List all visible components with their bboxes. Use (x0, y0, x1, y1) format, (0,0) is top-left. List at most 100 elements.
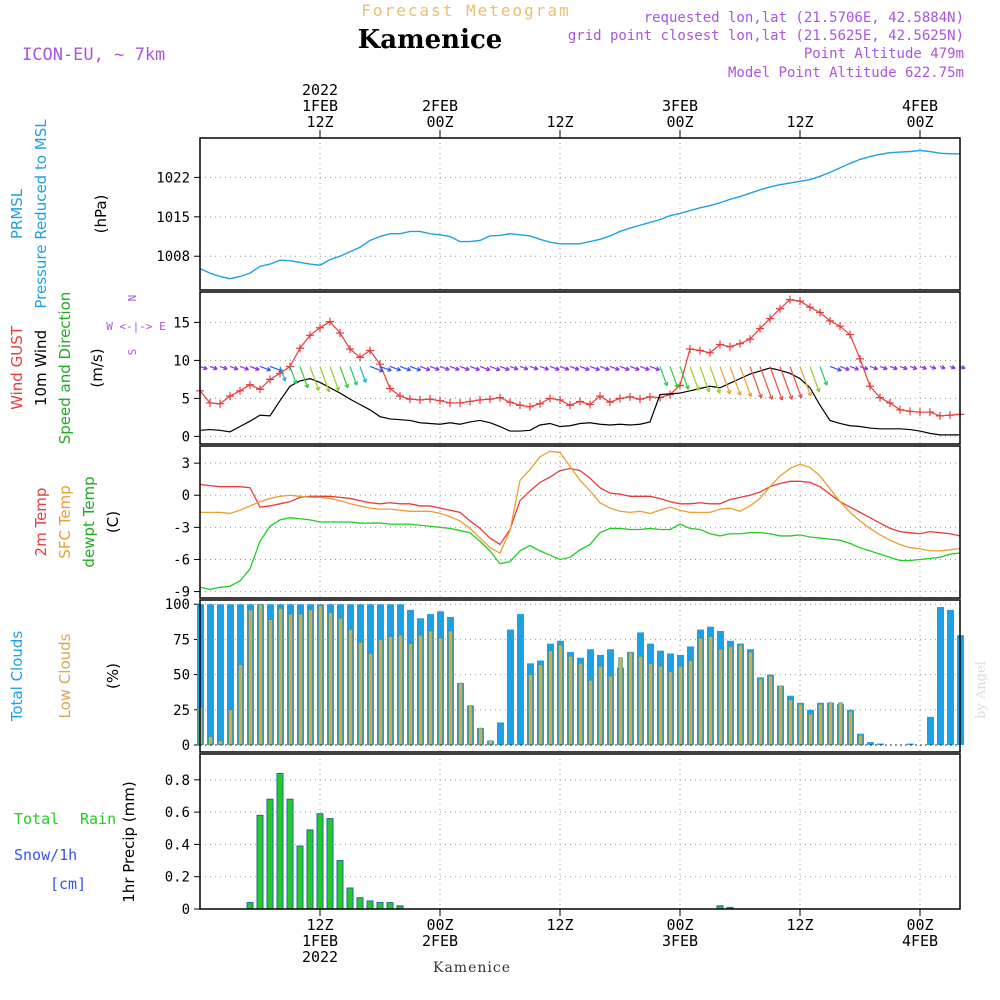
low-cloud-bar (288, 613, 293, 746)
gust-point (946, 411, 954, 420)
wind-arrow (519, 365, 529, 370)
wind-arrow-head (523, 365, 529, 371)
time-axis-bottom-label: 00Z (906, 916, 933, 934)
rain-bar (316, 813, 324, 910)
total-cloud-bar (227, 604, 234, 745)
time-axis-top-label: 00Z (666, 113, 693, 131)
rain-bar (306, 829, 314, 910)
wind-arrow (829, 365, 842, 372)
total-cloud-bar (517, 614, 524, 745)
gust-point (586, 400, 594, 409)
gust-point (906, 407, 914, 416)
total-cloud-bar (867, 742, 874, 745)
wind-arrow-head (495, 366, 501, 372)
gust-point (366, 346, 374, 355)
gust-point (626, 392, 634, 401)
total-cloud-bar (907, 743, 914, 745)
t2m-line (199, 467, 961, 546)
wind-arrow (819, 366, 828, 386)
total-cloud-bar (877, 743, 884, 745)
label-snow: Snow/1h (14, 846, 77, 864)
time-axis-bottom-label: 3FEB (662, 932, 698, 950)
low-cloud-bar (278, 608, 283, 746)
time-axis-top-label: 12Z (306, 113, 333, 131)
gust-point (516, 401, 524, 410)
low-cloud-bar (568, 655, 573, 746)
low-cloud-bar (208, 736, 213, 746)
time-axis-top-label: 2FEB (422, 97, 458, 115)
wind-arrow (479, 365, 491, 371)
wind-arrow (869, 365, 878, 370)
gust-point (756, 324, 764, 333)
wind-arrow-head (379, 367, 384, 373)
label-gust: Wind GUST (8, 325, 26, 410)
gust-point (246, 380, 254, 389)
low-cloud-bar (798, 703, 803, 746)
gust-point (476, 395, 484, 404)
gust-point (636, 395, 644, 404)
wind-arrow (229, 365, 239, 370)
wind-arrow-head (951, 364, 956, 370)
low-cloud-bar (348, 629, 353, 746)
wind-arrow (799, 366, 812, 397)
wind-arrow (199, 365, 208, 370)
wind-arrow (599, 365, 610, 371)
gust-point (496, 393, 504, 402)
gust-point (936, 411, 944, 420)
wind-arrow-head (961, 364, 966, 370)
wind-arrow (449, 365, 460, 371)
wind-arrow-head (266, 366, 271, 372)
total-cloud-bar (937, 607, 944, 745)
y-tick-label: 0 (182, 488, 190, 504)
y-tick-label: 50 (173, 668, 190, 684)
wind-arrow (749, 366, 763, 399)
wind-arrow-head (281, 377, 287, 382)
gust-point (336, 329, 344, 338)
low-cloud-bar (588, 679, 593, 746)
gust-point (226, 392, 234, 401)
wind-arrow (779, 366, 793, 400)
wind-arrow-head (737, 391, 742, 396)
low-cloud-bar (808, 713, 813, 746)
total-cloud-bar (207, 604, 214, 745)
wind-arrow (889, 365, 898, 370)
wind-arrow-head (758, 393, 763, 399)
gust-point (216, 399, 224, 408)
wind-arrow-head (505, 366, 510, 372)
wind-arrow-head (533, 365, 539, 371)
wind-arrow-head (807, 391, 812, 397)
y-tick-label: 100 (165, 597, 190, 613)
wind-arrow-head (203, 365, 208, 371)
wind-arrow (299, 366, 309, 389)
wind-arrow (459, 365, 470, 371)
wind-arrow-head (837, 367, 842, 372)
wind-arrow-head (768, 395, 774, 400)
rain-bar (376, 902, 384, 910)
label-total-clouds: Total Clouds (8, 631, 26, 723)
gust-point (786, 295, 794, 304)
wind-arrow-head (625, 366, 630, 372)
wind-arrow (639, 365, 650, 371)
wind-arrow-head (605, 366, 610, 372)
gust-point (916, 408, 924, 417)
gust-point (766, 314, 774, 323)
label-prmsl: PRMSL (8, 188, 26, 239)
wind-arrow-head (912, 365, 918, 371)
compass-s: S (126, 349, 139, 356)
model-altitude: Model Point Altitude 622.75m (728, 65, 964, 81)
y-tick-label: 0 (182, 738, 190, 754)
gust-point (536, 399, 544, 408)
wind-arrow-head (863, 365, 869, 371)
wind-arrow (679, 366, 689, 390)
rain-bar (366, 900, 374, 910)
y-tick-label: 3 (182, 456, 190, 472)
wind-arrow (879, 365, 888, 370)
y-tick-label: -3 (173, 520, 190, 536)
wind-arrow (859, 365, 869, 370)
wind-arrow-head (223, 365, 228, 371)
cloud-labels: Total Clouds Low Clouds (%) (8, 631, 122, 723)
wind-arrow (529, 365, 539, 370)
gust-point (736, 339, 744, 348)
wind-arrow (539, 365, 549, 371)
rain-bar (286, 798, 294, 910)
